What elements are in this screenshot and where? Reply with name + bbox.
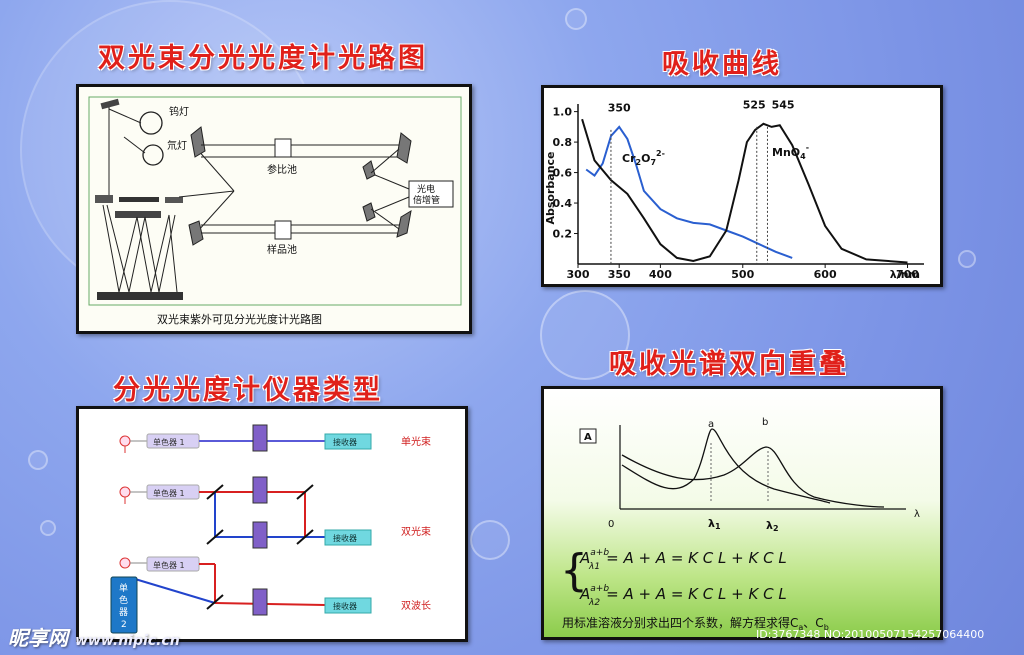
reference-cell: [274, 138, 292, 158]
detector-label-2: 倍增管: [413, 194, 440, 206]
x-axis-label: λ: [914, 509, 920, 520]
instrument-types-diagram: 单色器 1 接收器 单光束 单色器 1 接收器 双光束: [110, 424, 431, 634]
y-tick-label: 0.6: [553, 167, 573, 180]
optical-path-panel: 钨灯 氘灯 参比池 样品池: [76, 84, 472, 334]
single-beam-row: 单色器 1 接收器 单光束: [119, 424, 431, 453]
x-tick-label: 700: [896, 268, 919, 281]
chart-xlabel: λ/nm: [890, 268, 920, 281]
absorption-chart-panel: Absorbance 300 350 400 500 600 700 λ/nm 0.2 0.4 0…: [541, 85, 943, 287]
heading-instrument-types: 分光光度计仪器类型: [113, 375, 383, 406]
heading-absorption-curve: 吸收曲线: [662, 49, 782, 80]
overlap-footer: 用标准溶液分别求出四个系数，解方程求得Ca、Cb: [562, 615, 829, 632]
heading-optical-path: 双光束分光光度计光路图: [98, 43, 428, 74]
x-tick-label: 350: [608, 268, 631, 281]
origin-label: 0: [608, 519, 614, 530]
svg-text:MnO4-: MnO4-: [772, 143, 809, 161]
monochromator-2-box: [110, 576, 138, 634]
cuvette-icon: [252, 588, 268, 616]
annotation-peak-545: 545: [772, 99, 795, 112]
detector-label: 接收器: [333, 601, 357, 611]
instrument-types-panel: 单色器 1 接收器 单光束 单色器 1 接收器 双光束: [76, 406, 468, 642]
deuterium-lamp-label: 氘灯: [167, 139, 187, 152]
x-tick-label: 600: [814, 268, 837, 281]
curve-a: [621, 428, 831, 504]
peak-a-label: a: [708, 419, 714, 430]
tungsten-lamp-label: 钨灯: [169, 105, 189, 118]
series-line-1: [581, 118, 908, 264]
bubble-decoration: [40, 520, 56, 536]
heading-spectrum-overlap: 吸收光谱双向重叠: [609, 349, 849, 380]
deuterium-lamp-icon: [142, 144, 164, 166]
y-tick-label: 1.0: [553, 106, 573, 119]
bubble-decoration: [540, 290, 630, 380]
chart-ylabel: Absorbance: [544, 151, 557, 224]
series-label-cr2o7: Cr2O72-: [622, 149, 665, 167]
lamp-icon: [119, 435, 131, 447]
watermark-brand-name: 昵享网: [8, 626, 68, 650]
series-line-0: [585, 125, 793, 259]
detector-box: [324, 597, 372, 614]
axis-label-a: A: [584, 432, 592, 443]
y-tick-label: 0.2: [553, 228, 573, 241]
peak-b-label: b: [762, 417, 768, 428]
monochromator-label: 单色器 1: [153, 437, 185, 447]
overlap-diagram: A 0 λ a b λ1 λ2 { Aa+b λ1 = A + A = K C L …: [560, 417, 920, 632]
lamp-icon: [119, 486, 131, 498]
equation-brace: {: [560, 545, 588, 596]
cuvette-icon: [252, 476, 268, 504]
watermark-image-id: ID:3767348 NO:20100507154257064400: [756, 628, 985, 641]
optical-path-diagram: 钨灯 氘灯 参比池 样品池: [88, 96, 462, 326]
series-label-mno4: MnO4-: [772, 143, 809, 161]
double-beam-row: 单色器 1 接收器 双光束: [119, 476, 431, 549]
reference-cell-label: 参比池: [267, 163, 297, 176]
equation-1: Aa+b λ1 = A + A = K C L + K C L: [579, 548, 787, 572]
monochromator-2-label: 单: [119, 582, 128, 594]
x-tick-label: 300: [567, 268, 590, 281]
x-tick-label: 500: [731, 268, 754, 281]
tungsten-lamp-icon: [139, 111, 163, 135]
bubble-decoration: [470, 520, 510, 560]
detector-label: 接收器: [333, 533, 357, 543]
cuvette-icon: [252, 424, 268, 452]
svg-text:Cr2O72-: Cr2O72-: [622, 149, 665, 167]
monochromator-2-label: 2: [121, 620, 127, 630]
bubble-decoration: [565, 8, 587, 30]
annotation-peak-350: 350: [608, 102, 631, 115]
sample-cell: [274, 220, 292, 240]
sample-cell-label: 样品池: [267, 243, 297, 256]
y-tick-label: 0.4: [553, 197, 573, 210]
single-beam-label: 单光束: [401, 435, 431, 448]
monochromator-2-label: 色: [119, 594, 128, 606]
lamp-icon: [119, 557, 131, 569]
bubble-decoration: [28, 450, 48, 470]
monochromator-label: 单色器 1: [153, 488, 185, 498]
spectrum-overlap-panel: A 0 λ a b λ1 λ2 { Aa+b λ1 = A + A = K C L …: [541, 386, 943, 640]
optical-diagram-caption: 双光束紫外可见分光光度计光路图: [157, 312, 322, 326]
curve-b: [621, 446, 885, 508]
axis-label-box: [579, 428, 597, 444]
x-tick-label: 400: [649, 268, 672, 281]
equation-2: Aa+b λ2 = A + A = K C L + K C L: [579, 584, 787, 608]
photomultiplier-box: [408, 180, 454, 208]
detector-label: 接收器: [333, 437, 357, 447]
monochromator-label: 单色器 1: [153, 560, 185, 570]
dual-wavelength-row: 单色器 1 单 色 器 2 接收器 双波长: [110, 556, 431, 634]
watermark-brand: 昵享网 www.nipic.cn: [8, 622, 180, 651]
bubble-decoration: [958, 250, 976, 268]
double-beam-label: 双光束: [401, 525, 431, 538]
detector-label-1: 光电: [417, 183, 435, 195]
lambda2-label: λ2: [766, 519, 779, 533]
monochromator-2-label: 器: [119, 607, 128, 618]
cuvette-icon: [252, 521, 268, 549]
lambda1-label: λ1: [708, 517, 721, 531]
y-tick-label: 0.8: [553, 136, 573, 149]
detector-box: [324, 529, 372, 546]
detector-box: [324, 433, 372, 450]
dual-wavelength-label: 双波长: [401, 599, 431, 612]
watermark-url: www.nipic.cn: [74, 633, 180, 649]
annotation-peak-525: 525: [743, 99, 766, 112]
